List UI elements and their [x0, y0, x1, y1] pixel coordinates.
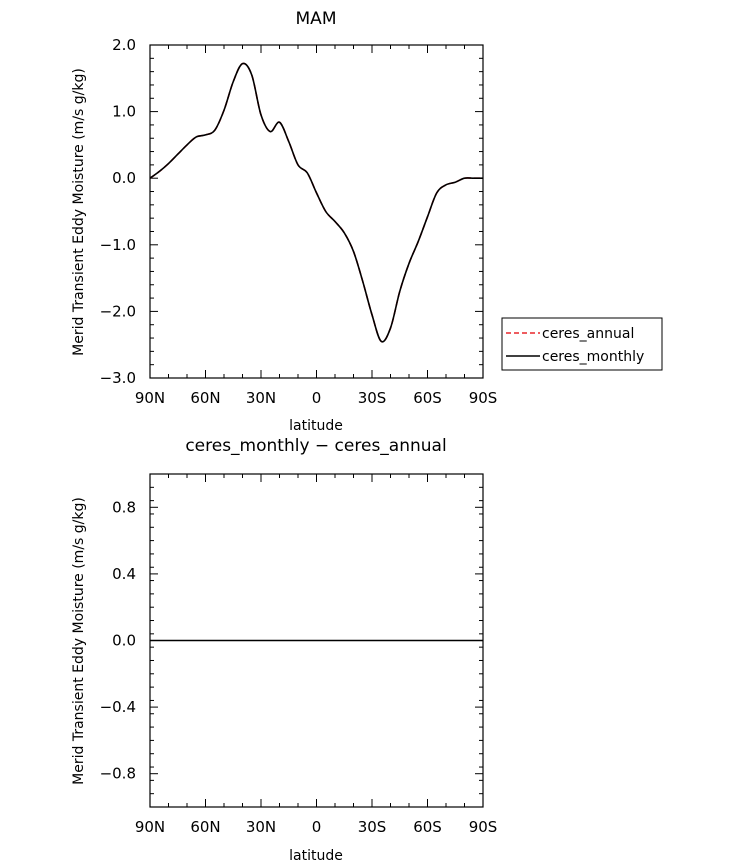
y-tick-label: −3.0: [100, 369, 136, 387]
top-plot-ylabel: Merid Transient Eddy Moisture (m/s g/kg): [71, 68, 87, 356]
x-tick-label: 60S: [413, 389, 442, 407]
x-tick-label: 90S: [469, 389, 498, 407]
x-tick-label: 60S: [413, 818, 442, 836]
x-tick-label: 90S: [469, 818, 498, 836]
x-tick-label: 90N: [135, 818, 165, 836]
y-tick-label: 1.0: [112, 103, 136, 121]
y-tick-label: −0.4: [100, 698, 136, 716]
top-plot-frame: [149, 44, 484, 379]
y-tick-label: 2.0: [112, 36, 136, 54]
x-tick-label: 30S: [358, 818, 387, 836]
x-tick-label: 60N: [190, 389, 220, 407]
x-tick-label: 30S: [358, 389, 387, 407]
x-tick-label: 90N: [135, 389, 165, 407]
bottom-plot-ticks: 90N 60N 30N 0 30S 60S 90S 0.8 0.4 0.0 −0.4 −0.8: [100, 473, 498, 836]
x-tick-label: 60N: [190, 818, 220, 836]
x-tick-label: 30N: [246, 389, 276, 407]
x-tick-label: 30N: [246, 818, 276, 836]
bottom-plot-frame: [149, 473, 484, 808]
y-tick-label: 0.4: [112, 565, 136, 583]
y-tick-label: 0.8: [112, 498, 136, 516]
x-tick-label: 0: [312, 389, 322, 407]
top-plot: MAM 90N 60N 30N 0 30S 60S 90S 2.0 1.0 0.0 −1.0 −2.0…: [71, 9, 497, 434]
legend-label-ceres-monthly: ceres_monthly: [542, 349, 644, 365]
bottom-plot: ceres_monthly − ceres_annual 90N 60N 30N 0 3…: [71, 436, 497, 864]
bottom-plot-ylabel: Merid Transient Eddy Moisture (m/s g/kg): [71, 497, 87, 785]
legend: ceres_annual ceres_monthly: [501, 317, 663, 371]
y-tick-label: −2.0: [100, 302, 136, 320]
top-plot-series: [149, 62, 483, 343]
bottom-plot-title: ceres_monthly − ceres_annual: [185, 436, 446, 456]
legend-box: [501, 317, 663, 371]
y-tick-label: 0.0: [112, 169, 136, 187]
y-tick-label: 0.0: [112, 632, 136, 650]
top-plot-ticks: 90N 60N 30N 0 30S 60S 90S 2.0 1.0 0.0 −1.0 −2.0 −3.0: [100, 36, 498, 407]
y-tick-label: −0.8: [100, 765, 136, 783]
y-tick-label: −1.0: [100, 236, 136, 254]
legend-label-ceres-annual: ceres_annual: [542, 326, 634, 342]
bottom-plot-xlabel: latitude: [289, 848, 343, 864]
top-plot-xlabel: latitude: [289, 418, 343, 434]
top-plot-title: MAM: [296, 9, 337, 29]
series-line-ceres-monthly: [149, 62, 483, 343]
x-tick-label: 0: [312, 818, 322, 836]
